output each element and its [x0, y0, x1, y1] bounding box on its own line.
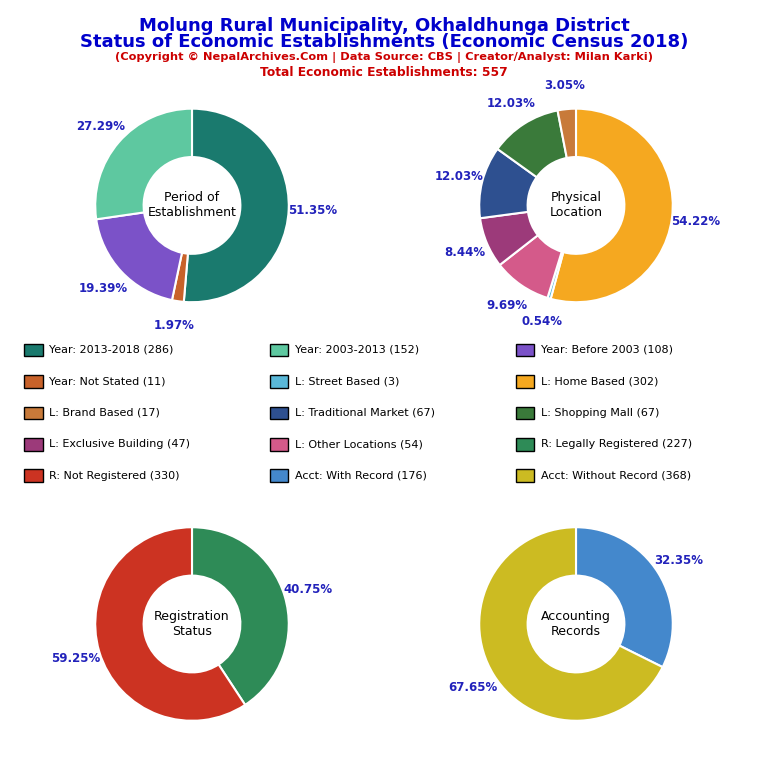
Text: L: Other Locations (54): L: Other Locations (54) [295, 439, 423, 449]
FancyBboxPatch shape [516, 343, 535, 356]
Text: Registration
Status: Registration Status [154, 610, 230, 638]
Text: Period of
Establishment: Period of Establishment [147, 191, 237, 220]
Wedge shape [551, 109, 673, 302]
Text: L: Shopping Mall (67): L: Shopping Mall (67) [541, 408, 659, 418]
Text: 54.22%: 54.22% [671, 215, 720, 228]
Text: Acct: Without Record (368): Acct: Without Record (368) [541, 471, 691, 481]
Wedge shape [479, 149, 537, 218]
Text: L: Exclusive Building (47): L: Exclusive Building (47) [49, 439, 190, 449]
Text: R: Legally Registered (227): R: Legally Registered (227) [541, 439, 692, 449]
Text: Year: 2013-2018 (286): Year: 2013-2018 (286) [49, 345, 174, 355]
Wedge shape [558, 109, 576, 158]
FancyBboxPatch shape [270, 406, 289, 419]
Text: Year: 2003-2013 (152): Year: 2003-2013 (152) [295, 345, 419, 355]
Text: 67.65%: 67.65% [449, 681, 498, 694]
Text: R: Not Registered (330): R: Not Registered (330) [49, 471, 180, 481]
Wedge shape [96, 213, 182, 300]
Text: Physical
Location: Physical Location [549, 191, 603, 220]
Wedge shape [192, 527, 289, 705]
Wedge shape [479, 527, 663, 720]
FancyBboxPatch shape [270, 375, 289, 388]
Text: 19.39%: 19.39% [79, 282, 128, 295]
Text: L: Street Based (3): L: Street Based (3) [295, 376, 399, 386]
Text: Year: Not Stated (11): Year: Not Stated (11) [49, 376, 166, 386]
Text: 32.35%: 32.35% [654, 554, 703, 567]
Text: Year: Before 2003 (108): Year: Before 2003 (108) [541, 345, 673, 355]
FancyBboxPatch shape [25, 375, 43, 388]
Text: L: Home Based (302): L: Home Based (302) [541, 376, 658, 386]
Text: Molung Rural Municipality, Okhaldhunga District: Molung Rural Municipality, Okhaldhunga D… [139, 17, 629, 35]
Wedge shape [95, 527, 245, 720]
Text: Accounting
Records: Accounting Records [541, 610, 611, 638]
FancyBboxPatch shape [516, 375, 535, 388]
Text: 51.35%: 51.35% [288, 204, 337, 217]
Text: 0.54%: 0.54% [521, 315, 563, 328]
Text: 3.05%: 3.05% [544, 78, 585, 91]
Text: Status of Economic Establishments (Economic Census 2018): Status of Economic Establishments (Econo… [80, 33, 688, 51]
FancyBboxPatch shape [25, 438, 43, 451]
Text: 59.25%: 59.25% [51, 652, 101, 665]
Text: 1.97%: 1.97% [154, 319, 195, 332]
Text: 40.75%: 40.75% [283, 583, 333, 596]
Wedge shape [548, 252, 563, 299]
FancyBboxPatch shape [516, 469, 535, 482]
FancyBboxPatch shape [25, 343, 43, 356]
Text: 12.03%: 12.03% [434, 170, 483, 183]
FancyBboxPatch shape [25, 406, 43, 419]
FancyBboxPatch shape [270, 343, 289, 356]
Wedge shape [95, 109, 192, 220]
Text: Total Economic Establishments: 557: Total Economic Establishments: 557 [260, 66, 508, 79]
Wedge shape [184, 109, 289, 302]
Text: (Copyright © NepalArchives.Com | Data Source: CBS | Creator/Analyst: Milan Karki: (Copyright © NepalArchives.Com | Data So… [115, 52, 653, 63]
Text: 8.44%: 8.44% [444, 246, 485, 259]
FancyBboxPatch shape [516, 438, 535, 451]
FancyBboxPatch shape [25, 469, 43, 482]
Text: L: Traditional Market (67): L: Traditional Market (67) [295, 408, 435, 418]
FancyBboxPatch shape [270, 469, 289, 482]
Wedge shape [172, 253, 188, 302]
Wedge shape [576, 527, 673, 667]
Wedge shape [480, 212, 538, 265]
Wedge shape [500, 235, 561, 298]
Text: 27.29%: 27.29% [76, 120, 125, 133]
Text: Acct: With Record (176): Acct: With Record (176) [295, 471, 427, 481]
FancyBboxPatch shape [270, 438, 289, 451]
Wedge shape [498, 111, 567, 177]
FancyBboxPatch shape [516, 406, 535, 419]
Text: 12.03%: 12.03% [486, 97, 535, 110]
Text: L: Brand Based (17): L: Brand Based (17) [49, 408, 161, 418]
Text: 9.69%: 9.69% [487, 299, 528, 312]
